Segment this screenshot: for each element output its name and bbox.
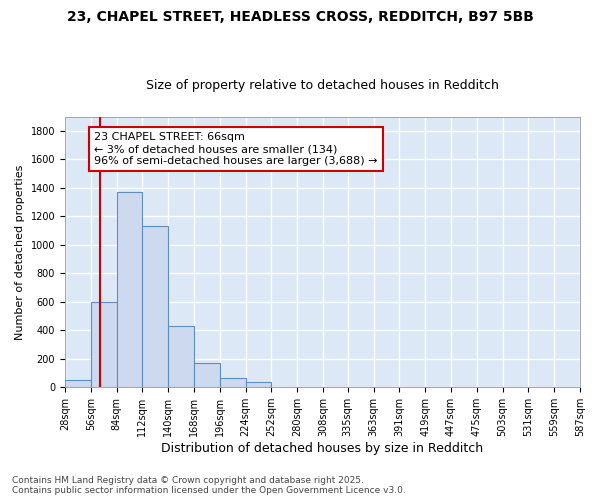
Bar (91, 302, 116, 387)
Bar (348, 386, 374, 387)
Bar (116, 192, 142, 387)
Bar (297, 386, 323, 387)
X-axis label: Distribution of detached houses by size in Redditch: Distribution of detached houses by size … (161, 442, 484, 455)
Text: 23 CHAPEL STREET: 66sqm
← 3% of detached houses are smaller (134)
96% of semi-de: 23 CHAPEL STREET: 66sqm ← 3% of detached… (94, 132, 378, 166)
Bar (142, 226, 168, 387)
Text: 23, CHAPEL STREET, HEADLESS CROSS, REDDITCH, B97 5BB: 23, CHAPEL STREET, HEADLESS CROSS, REDDI… (67, 10, 533, 24)
Bar (194, 363, 220, 387)
Bar (65, 380, 91, 387)
Bar (323, 386, 349, 387)
Bar (271, 386, 297, 387)
Title: Size of property relative to detached houses in Redditch: Size of property relative to detached ho… (146, 79, 499, 92)
Bar (245, 382, 271, 387)
Y-axis label: Number of detached properties: Number of detached properties (15, 164, 25, 340)
Bar (220, 378, 245, 387)
Text: Contains HM Land Registry data © Crown copyright and database right 2025.
Contai: Contains HM Land Registry data © Crown c… (12, 476, 406, 495)
Bar (168, 326, 194, 387)
